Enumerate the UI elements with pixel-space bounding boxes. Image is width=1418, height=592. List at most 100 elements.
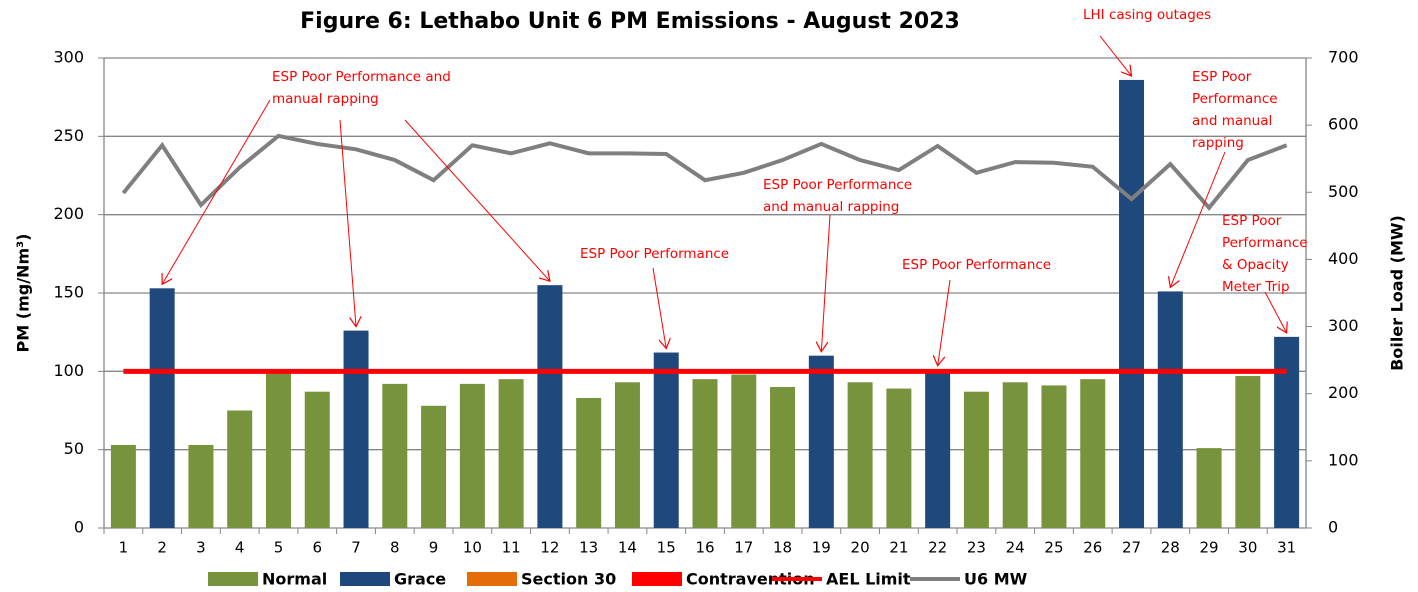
bar — [421, 405, 447, 528]
bar — [149, 288, 175, 528]
y2-tick-label: 400 — [1328, 249, 1359, 268]
x-tick-label: 12 — [540, 539, 559, 557]
x-tick-label: 16 — [695, 539, 714, 557]
x-tick-label: 2 — [157, 539, 167, 557]
x-tick-label: 7 — [351, 539, 361, 557]
annotation: ESP Poor Performance & Opacity Meter Tri… — [1222, 213, 1308, 295]
x-tick-label: 6 — [312, 539, 322, 557]
x-tick-label: 29 — [1200, 539, 1219, 557]
y2-tick-label: 300 — [1328, 316, 1359, 335]
annotation-arrow — [1264, 291, 1287, 333]
legend-swatch — [208, 572, 258, 586]
y2-tick-label: 500 — [1328, 182, 1359, 201]
legend-swatch — [632, 572, 682, 586]
y-tick-label: 200 — [53, 204, 84, 223]
x-tick-label: 3 — [196, 539, 206, 557]
bar — [770, 387, 796, 528]
y2-tick-label: 600 — [1328, 115, 1359, 134]
annotation-arrow — [339, 119, 356, 327]
x-tick-label: 5 — [274, 539, 284, 557]
x-tick-label: 15 — [657, 539, 676, 557]
x-tick-label: 20 — [851, 539, 870, 557]
bar — [1080, 379, 1106, 528]
bar — [1235, 376, 1261, 528]
y-tick-label: 0 — [74, 518, 84, 537]
annotation-arrow — [938, 279, 951, 366]
x-tick-label: 1 — [119, 539, 129, 557]
annotation-arrow — [404, 119, 550, 281]
y2-axis-label: Boiler Load (MW) — [1388, 215, 1407, 371]
bar — [576, 397, 602, 528]
annotation: ESP Poor Performance and manual rapping — [272, 69, 451, 107]
y-tick-label: 150 — [53, 283, 84, 302]
bar — [886, 388, 912, 528]
bar — [1119, 79, 1145, 528]
bar — [304, 391, 330, 528]
chart-title: Figure 6: Lethabo Unit 6 PM Emissions - … — [300, 9, 960, 34]
bar — [614, 382, 640, 528]
x-tick-label: 18 — [773, 539, 792, 557]
annotation: ESP Poor Performance — [580, 246, 730, 262]
x-tick-label: 23 — [967, 539, 986, 557]
bar — [382, 383, 408, 528]
annotation-arrow — [821, 214, 831, 352]
x-tick-label: 28 — [1161, 539, 1180, 557]
legend-label: Normal — [262, 570, 327, 589]
legend-label: Section 30 — [521, 570, 616, 589]
bar — [343, 330, 369, 528]
x-tick-label: 10 — [463, 539, 482, 557]
bar — [808, 355, 834, 528]
x-tick-label: 19 — [812, 539, 831, 557]
y2-tick-label: 0 — [1328, 518, 1338, 537]
legend-label: Grace — [394, 570, 446, 589]
annotation: ESP Poor Performance — [902, 257, 1052, 273]
y-axis-label: PM (mg/Nm³) — [14, 234, 33, 353]
x-tick-label: 26 — [1083, 539, 1102, 557]
bar — [537, 285, 563, 528]
x-tick-label: 17 — [734, 539, 753, 557]
bar — [459, 383, 485, 528]
annotation-arrow — [652, 267, 666, 349]
x-tick-label: 4 — [235, 539, 245, 557]
bar — [653, 352, 679, 528]
x-tick-label: 21 — [889, 539, 908, 557]
annotation: LHI casing outages — [1083, 7, 1212, 23]
bar — [498, 379, 524, 528]
bar — [847, 382, 873, 528]
legend-swatch — [340, 572, 390, 586]
legend-label: Contravention — [686, 570, 815, 589]
y2-tick-label: 700 — [1328, 48, 1359, 67]
x-tick-label: 13 — [579, 539, 598, 557]
x-tick-label: 14 — [618, 539, 637, 557]
y-tick-label: 50 — [64, 439, 84, 458]
x-tick-label: 11 — [502, 539, 521, 557]
bar — [731, 374, 757, 528]
bar — [1041, 385, 1067, 528]
annotation: ESP Poor Performance and manual rapping — [1192, 69, 1278, 151]
y-tick-label: 300 — [53, 48, 84, 67]
x-tick-label: 30 — [1238, 539, 1257, 557]
bar — [227, 410, 253, 528]
bar — [692, 379, 718, 528]
bar — [1196, 448, 1222, 528]
bar — [925, 369, 951, 528]
bar — [1274, 336, 1300, 528]
y2-tick-label: 200 — [1328, 383, 1359, 402]
legend-label: AEL Limit — [826, 570, 911, 589]
legend-label: U6 MW — [964, 570, 1028, 589]
bar — [963, 391, 989, 528]
y-tick-label: 250 — [53, 126, 84, 145]
x-tick-label: 22 — [928, 539, 947, 557]
x-tick-label: 25 — [1044, 539, 1063, 557]
legend-swatch — [467, 572, 517, 586]
bar — [110, 444, 136, 528]
bar — [1002, 382, 1028, 528]
bar — [188, 444, 214, 528]
x-tick-label: 9 — [429, 539, 439, 557]
annotation-arrow — [162, 99, 271, 284]
bar — [265, 371, 291, 528]
y-tick-label: 100 — [53, 361, 84, 380]
x-tick-label: 31 — [1277, 539, 1296, 557]
